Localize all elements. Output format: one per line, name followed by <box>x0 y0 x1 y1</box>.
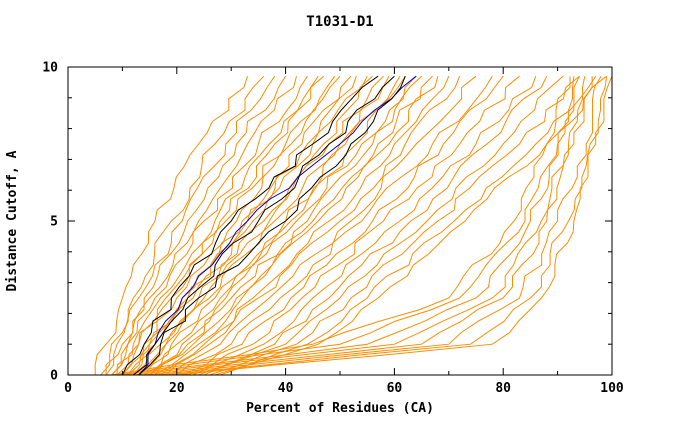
x-tick-label: 0 <box>64 381 72 396</box>
model-curve <box>138 75 390 376</box>
model-curve <box>160 76 450 376</box>
highlight-curve <box>121 75 379 376</box>
model-curve <box>122 76 575 376</box>
model-curve <box>143 75 401 376</box>
model-curve <box>198 75 548 376</box>
model-curve <box>111 75 308 376</box>
model-curve <box>105 75 276 376</box>
model-curve <box>214 75 597 376</box>
model-curve <box>165 76 608 376</box>
model-curve <box>192 76 537 376</box>
model-curve <box>133 76 586 376</box>
reference-curve <box>138 75 417 376</box>
model-curve <box>182 75 504 376</box>
model-curve <box>127 76 357 376</box>
y-tick-label: 10 <box>42 61 58 76</box>
model-curve <box>144 76 593 376</box>
model-curve <box>111 76 297 376</box>
x-tick-label: 20 <box>169 381 185 396</box>
model-curve <box>203 75 564 376</box>
model-curve <box>138 75 384 376</box>
y-tick-label: 0 <box>50 369 58 384</box>
model-curve <box>116 75 325 376</box>
model-curve <box>176 75 493 376</box>
model-curve <box>111 76 571 376</box>
x-tick-label: 60 <box>387 381 403 396</box>
model-curve <box>132 75 368 376</box>
highlight-curve <box>138 76 406 376</box>
model-curve <box>105 75 287 375</box>
model-curve <box>122 75 341 376</box>
model-curve <box>149 75 422 376</box>
model-curve <box>143 75 406 376</box>
model-curve <box>171 75 477 376</box>
model-curve <box>176 76 613 376</box>
highlight-curve <box>132 75 395 376</box>
x-tick-label: 80 <box>495 381 511 396</box>
series-layer <box>94 75 613 376</box>
model-curve <box>154 75 602 376</box>
model-curve <box>154 76 439 376</box>
model-curve <box>187 75 520 376</box>
model-curve <box>116 75 319 376</box>
model-curve <box>116 75 580 376</box>
model-curve <box>165 76 461 376</box>
model-curve <box>127 75 352 376</box>
model-curve <box>154 75 433 376</box>
y-tick-label: 5 <box>50 215 58 230</box>
x-axis-label: Percent of Residues (CA) <box>246 401 434 416</box>
model-curve <box>94 76 248 375</box>
model-curve <box>149 75 417 376</box>
model-curve <box>122 75 336 376</box>
x-tick-label: 40 <box>278 381 294 396</box>
model-curve <box>209 75 580 376</box>
axes-layer: 0 20 40 60 80 100 0 5 10 <box>42 61 624 397</box>
chart-title: T1031-D1 <box>306 14 373 30</box>
y-axis-label: Distance Cutoff, A <box>5 150 20 291</box>
x-tick-label: 100 <box>600 381 624 396</box>
